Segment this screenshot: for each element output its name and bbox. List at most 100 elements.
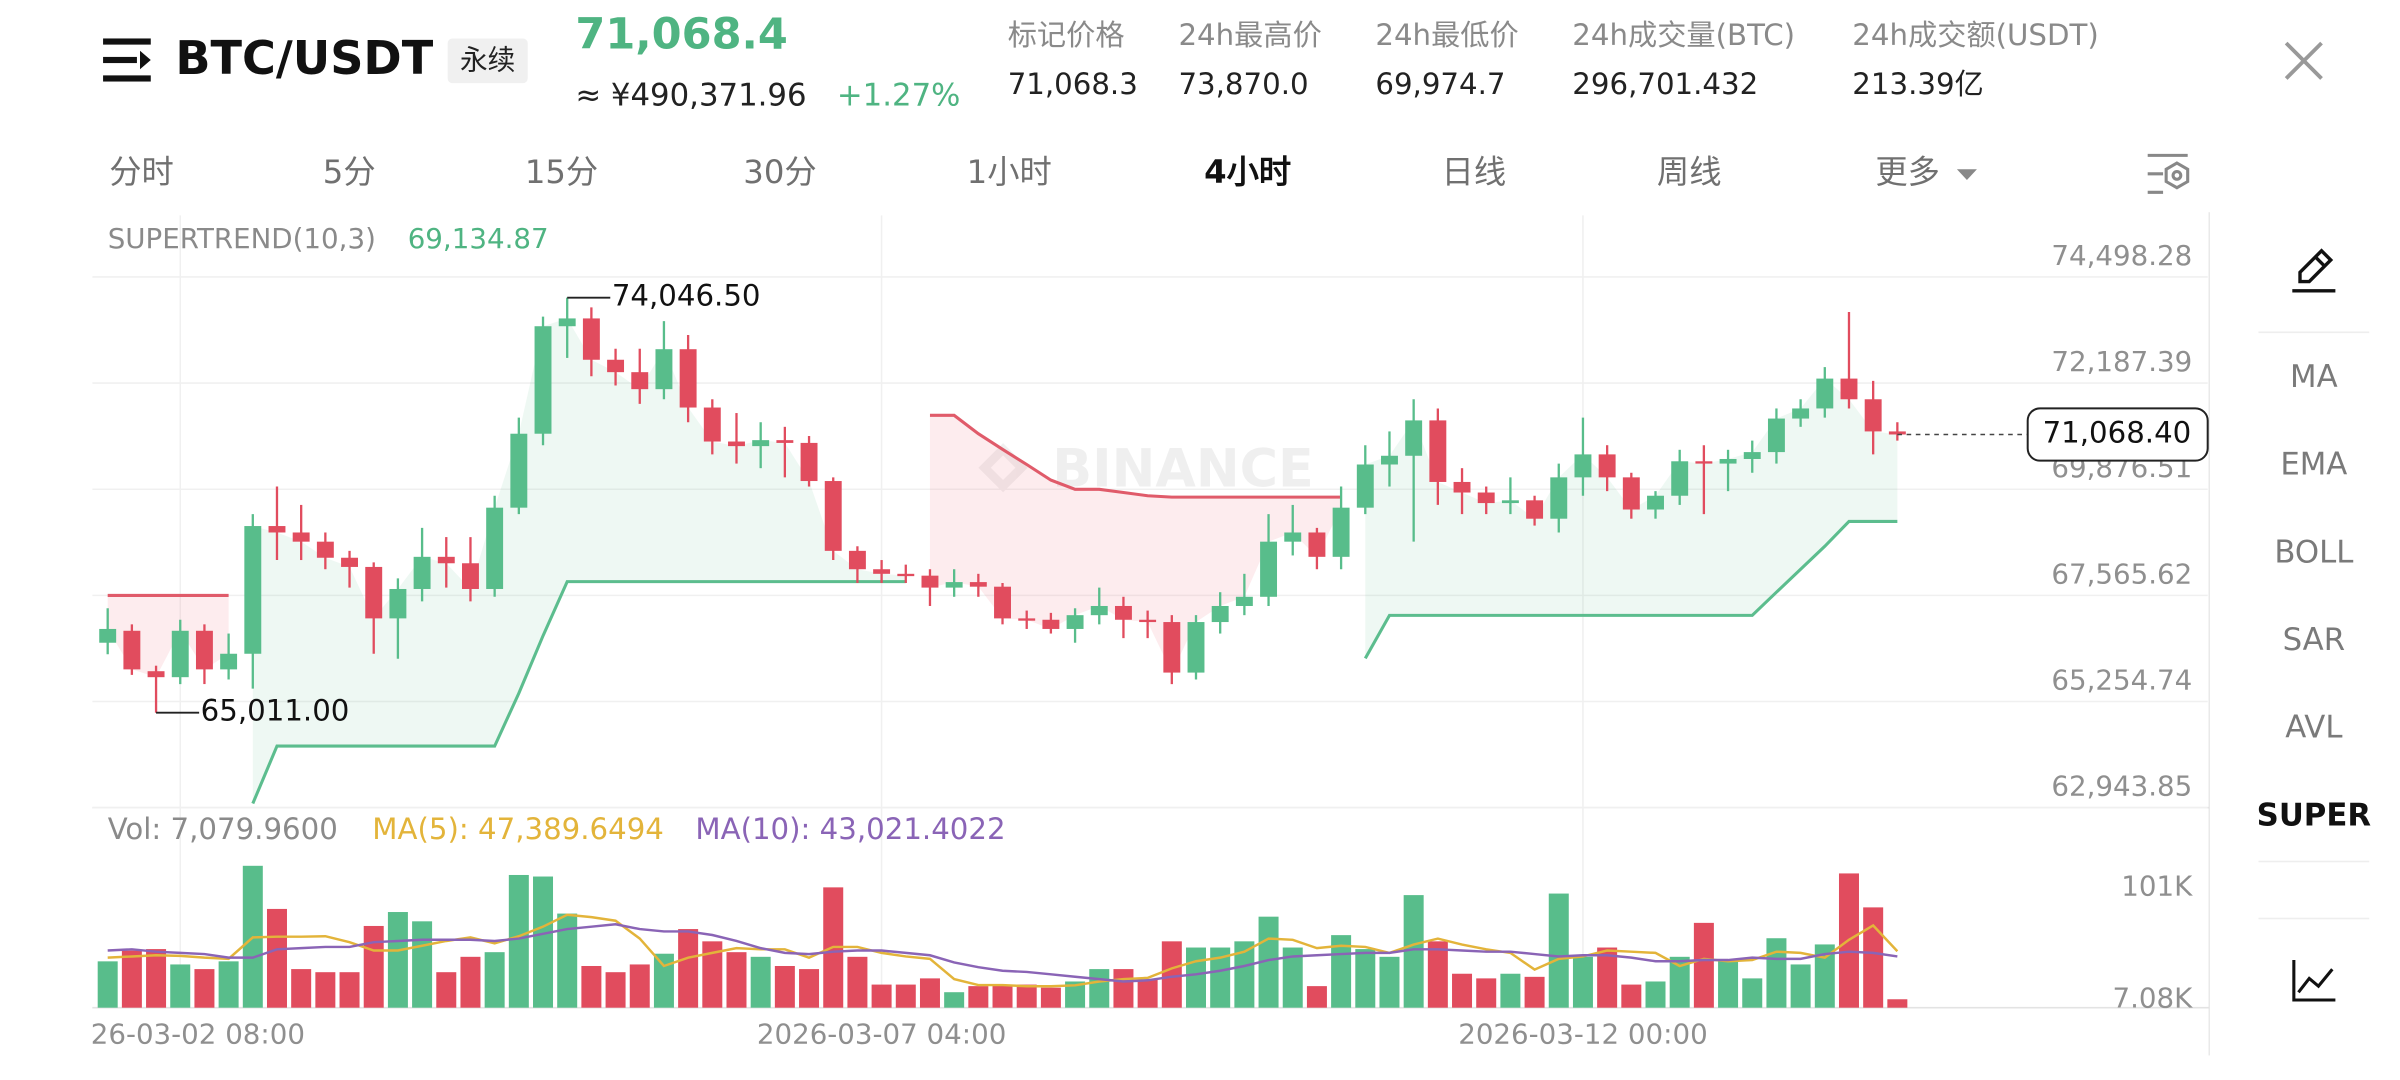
volume-bar xyxy=(1306,986,1327,1008)
candle-body xyxy=(534,326,552,434)
annotation-label: 74,046.50 xyxy=(612,279,761,313)
candle-body xyxy=(848,550,866,570)
draw-tool[interactable] xyxy=(2292,248,2336,293)
candle-body xyxy=(1526,500,1544,519)
y-tick-label: 67,565.62 xyxy=(2051,557,2192,590)
menu-icon[interactable] xyxy=(103,38,151,82)
indicator-menu-item[interactable]: AVL xyxy=(2285,710,2342,746)
volume-bar xyxy=(871,984,892,1008)
change: +1.27% xyxy=(837,77,960,113)
volume-bar xyxy=(291,969,312,1008)
candle-body xyxy=(1163,622,1181,673)
stat-label: 标记价格 xyxy=(1008,18,1125,52)
volume-bar xyxy=(1065,981,1086,1008)
trend-fill xyxy=(252,318,906,804)
timeframe-tab[interactable]: 日线 xyxy=(1442,153,1507,191)
indicator-chart-tool[interactable] xyxy=(2292,960,2336,1002)
timeframe-tab[interactable]: 30分 xyxy=(743,153,816,191)
volume-ma-legend: MA(5): 47,389.6494 xyxy=(372,812,664,846)
volume-bar xyxy=(315,972,336,1008)
indicator-menu-item[interactable]: EMA xyxy=(2280,447,2347,483)
trend-fill xyxy=(929,415,1342,673)
volume-bar xyxy=(992,984,1013,1008)
candle-body xyxy=(703,407,721,442)
timeframe-tab[interactable]: 周线 xyxy=(1657,153,1722,191)
volume-bar xyxy=(968,986,989,1008)
candle-body xyxy=(268,526,286,533)
timeframe-tab[interactable]: 4小时 xyxy=(1204,153,1291,191)
volume-bar xyxy=(1137,979,1158,1008)
candle-body xyxy=(1550,477,1568,519)
candle-body xyxy=(1332,507,1350,557)
candle-body xyxy=(1405,420,1423,456)
volume-bar xyxy=(1718,961,1739,1008)
close-icon xyxy=(2284,41,2323,80)
candle-body xyxy=(921,575,939,588)
volume-bar xyxy=(484,952,505,1008)
candle-body xyxy=(171,630,189,678)
plot-area xyxy=(92,215,2208,1008)
candle-body xyxy=(1477,492,1495,504)
candle-body xyxy=(607,359,625,373)
candle-body xyxy=(679,349,697,408)
candle-body xyxy=(1429,420,1447,482)
timeframe-tab[interactable]: 更多 xyxy=(1875,153,1940,191)
volume-bar xyxy=(895,984,916,1008)
candle-body xyxy=(1574,454,1592,478)
volume-bar xyxy=(1452,973,1473,1008)
candle-body xyxy=(461,563,479,589)
candle-body xyxy=(1211,605,1229,623)
candle-body xyxy=(1695,461,1713,464)
volume-bar xyxy=(1693,922,1714,1008)
volume-bar xyxy=(533,876,554,1008)
chart-line-icon xyxy=(2297,968,2334,994)
stat-value: 71,068.3 xyxy=(1008,67,1138,101)
candle-body xyxy=(123,630,141,670)
candle-body xyxy=(365,566,383,619)
settings-hex xyxy=(2164,161,2190,190)
timeframe-tab[interactable]: 15分 xyxy=(525,153,598,191)
candle-body xyxy=(945,582,963,588)
chart-settings[interactable] xyxy=(2147,153,2190,194)
candle-body xyxy=(99,628,117,643)
cny-price: ≈ ¥490,371.96 xyxy=(575,77,806,113)
candle-body xyxy=(1381,455,1398,465)
volume-ma-line xyxy=(107,913,1899,988)
volume-bar xyxy=(436,972,457,1008)
indicator-value: 69,134.87 xyxy=(408,222,549,255)
volume-bar xyxy=(1234,941,1255,1008)
last-price-label: 71,068.40 xyxy=(2043,415,2192,449)
timeframe-tab[interactable]: 分时 xyxy=(109,153,174,191)
indicator-label: SUPERTREND(10,3) xyxy=(108,222,376,255)
volume-bar xyxy=(678,929,699,1008)
stat-label: 24h最高价 xyxy=(1178,18,1321,52)
indicator-menu-item[interactable]: MA xyxy=(2290,359,2338,395)
candle-body xyxy=(994,586,1011,619)
indicator-menu-item[interactable]: BOLL xyxy=(2274,534,2353,570)
symbol[interactable]: BTC/USDT xyxy=(175,31,433,85)
y-tick-label: 72,187.39 xyxy=(2051,345,2192,378)
settings-dot xyxy=(2171,170,2183,181)
volume-bar xyxy=(387,912,408,1008)
candle-body xyxy=(1501,500,1519,504)
volume-bar xyxy=(1403,895,1424,1008)
candle-body xyxy=(1816,378,1834,409)
timeframe-tab[interactable]: 1小时 xyxy=(967,153,1052,191)
timeframe-tab[interactable]: 5分 xyxy=(323,153,376,191)
volume-bar xyxy=(605,972,626,1008)
more-caret xyxy=(1956,169,1977,180)
volume-bar xyxy=(1742,978,1763,1008)
volume-bar xyxy=(1524,976,1545,1008)
volume-bar xyxy=(1040,987,1061,1008)
candle-body xyxy=(1840,378,1858,400)
indicator-menu-item[interactable]: SAR xyxy=(2283,622,2346,658)
indicator-menu-item[interactable]: SUPER xyxy=(2257,797,2372,833)
candle-body xyxy=(1187,622,1205,673)
volume-bar xyxy=(1766,938,1787,1008)
volume-bar xyxy=(847,956,868,1008)
candle-body xyxy=(969,582,987,587)
chart-axes-icon xyxy=(2292,960,2336,1002)
close-button[interactable] xyxy=(2284,41,2323,80)
supertrend-line xyxy=(107,413,1342,597)
